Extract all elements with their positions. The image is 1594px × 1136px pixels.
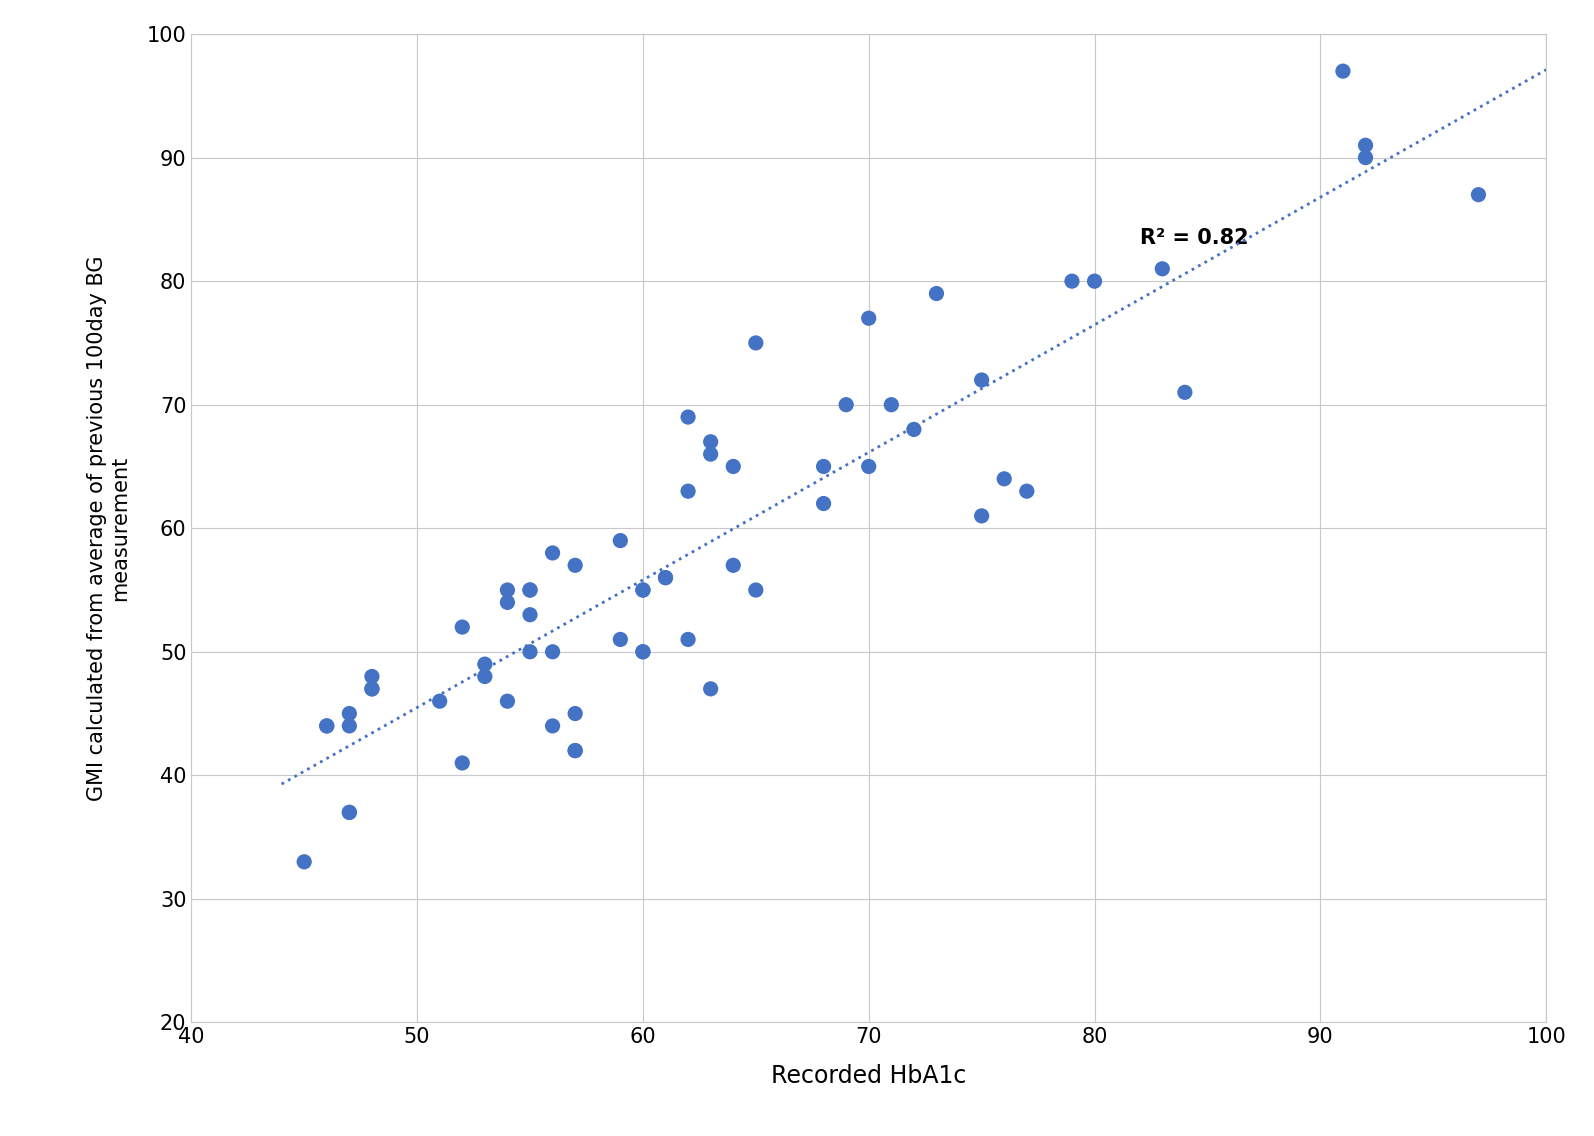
Point: [563, 704, 588, 722]
Point: [923, 284, 948, 302]
Point: [336, 717, 362, 735]
Point: [630, 643, 655, 661]
Point: [1465, 185, 1490, 203]
Point: [494, 580, 520, 599]
Point: [450, 618, 475, 636]
Point: [630, 580, 655, 599]
Point: [676, 630, 701, 649]
Point: [1329, 62, 1355, 81]
Point: [811, 494, 837, 512]
Point: [1172, 383, 1197, 401]
Point: [494, 593, 520, 611]
Point: [856, 458, 881, 476]
Point: [969, 507, 995, 525]
Point: [472, 655, 497, 674]
Point: [1353, 136, 1379, 154]
Point: [359, 679, 384, 698]
Point: [901, 420, 926, 438]
Point: [472, 667, 497, 685]
Text: R² = 0.82: R² = 0.82: [1140, 228, 1248, 248]
Point: [359, 679, 384, 698]
Point: [1353, 149, 1379, 167]
Point: [607, 630, 633, 649]
Point: [607, 532, 633, 550]
Point: [336, 704, 362, 722]
Point: [654, 568, 679, 586]
Point: [856, 309, 881, 327]
Point: [630, 643, 655, 661]
Point: [698, 679, 724, 698]
Point: [991, 470, 1017, 488]
Point: [834, 395, 859, 414]
Point: [540, 643, 566, 661]
Point: [969, 370, 995, 389]
Point: [630, 580, 655, 599]
X-axis label: Recorded HbA1c: Recorded HbA1c: [771, 1064, 966, 1088]
Point: [878, 395, 904, 414]
Point: [516, 580, 542, 599]
Point: [540, 717, 566, 735]
Point: [698, 433, 724, 451]
Point: [359, 667, 384, 685]
Point: [1149, 260, 1175, 278]
Point: [336, 803, 362, 821]
Point: [720, 458, 746, 476]
Point: [563, 742, 588, 760]
Point: [494, 692, 520, 710]
Point: [676, 482, 701, 500]
Point: [314, 717, 340, 735]
Y-axis label: GMI calculated from average of previous 100day BG
measurement: GMI calculated from average of previous …: [86, 256, 131, 801]
Point: [811, 458, 837, 476]
Point: [654, 568, 679, 586]
Point: [292, 853, 317, 871]
Point: [743, 580, 768, 599]
Point: [1014, 482, 1039, 500]
Point: [563, 742, 588, 760]
Point: [336, 803, 362, 821]
Point: [563, 557, 588, 575]
Point: [1058, 272, 1084, 290]
Point: [698, 445, 724, 463]
Point: [450, 754, 475, 772]
Point: [427, 692, 453, 710]
Point: [720, 557, 746, 575]
Point: [676, 408, 701, 426]
Point: [540, 544, 566, 562]
Point: [516, 580, 542, 599]
Point: [516, 605, 542, 624]
Point: [516, 643, 542, 661]
Point: [1082, 272, 1108, 290]
Point: [314, 717, 340, 735]
Point: [743, 334, 768, 352]
